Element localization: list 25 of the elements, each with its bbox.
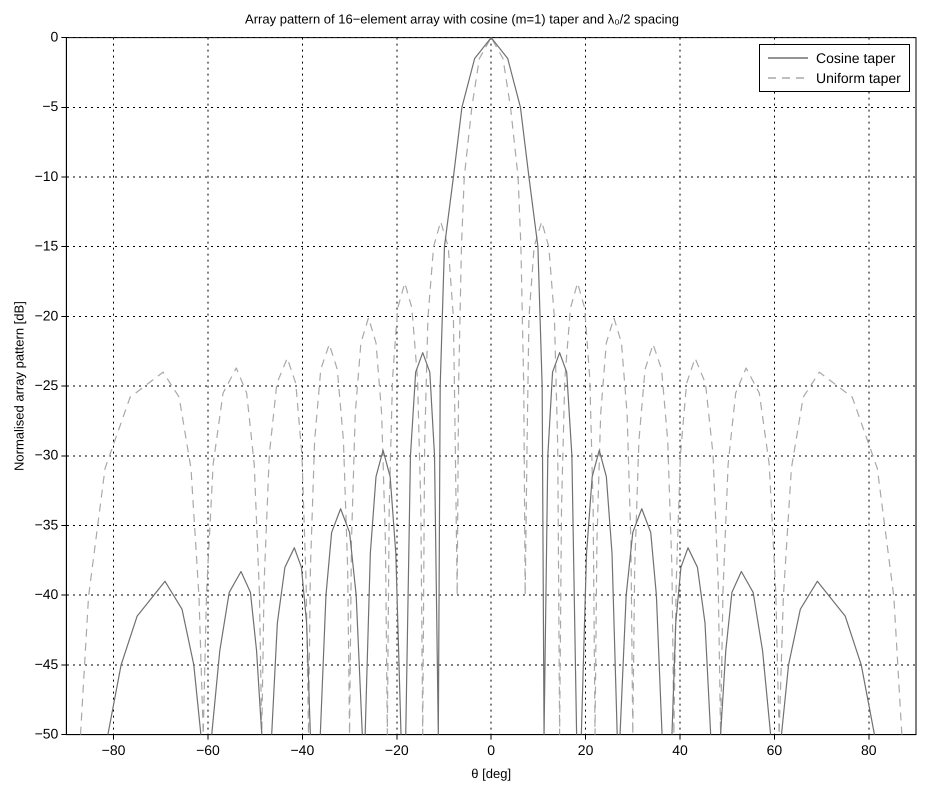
y-axis-title: Normalised array pattern [dB]	[11, 301, 26, 471]
x-tick-label: −60	[196, 742, 220, 758]
chart-title: Array pattern of 16−element array with cosine (m=1) taper and λ₀/2 spacing	[245, 11, 679, 26]
y-tick-label: −20	[34, 307, 59, 324]
x-tick-label: 0	[487, 742, 496, 758]
y-tick-label: −15	[34, 238, 59, 254]
x-axis-title: θ [deg]	[471, 766, 512, 781]
y-tick-label: 0	[50, 28, 59, 44]
x-tick-label: 40	[672, 742, 688, 758]
legend-label: Uniform taper	[816, 68, 901, 88]
x-tick-label: 20	[578, 742, 594, 758]
x-tick-label: −80	[102, 742, 126, 758]
y-tick-label: −5	[42, 98, 59, 114]
x-tick-label: 80	[861, 742, 877, 758]
y-tick-label: −40	[34, 586, 59, 602]
y-tick-label: −10	[34, 168, 59, 184]
x-tick-label: −20	[384, 742, 409, 758]
y-tick-label: −45	[34, 656, 59, 672]
y-tick-label: −30	[34, 446, 59, 463]
y-tick-label: −25	[34, 376, 59, 393]
y-tick-label: −35	[34, 516, 59, 532]
legend-label: Cosine taper	[816, 48, 896, 68]
y-tick-label: −50	[34, 725, 59, 742]
x-tick-label: 60	[766, 742, 782, 758]
x-tick-label: −40	[290, 742, 314, 758]
